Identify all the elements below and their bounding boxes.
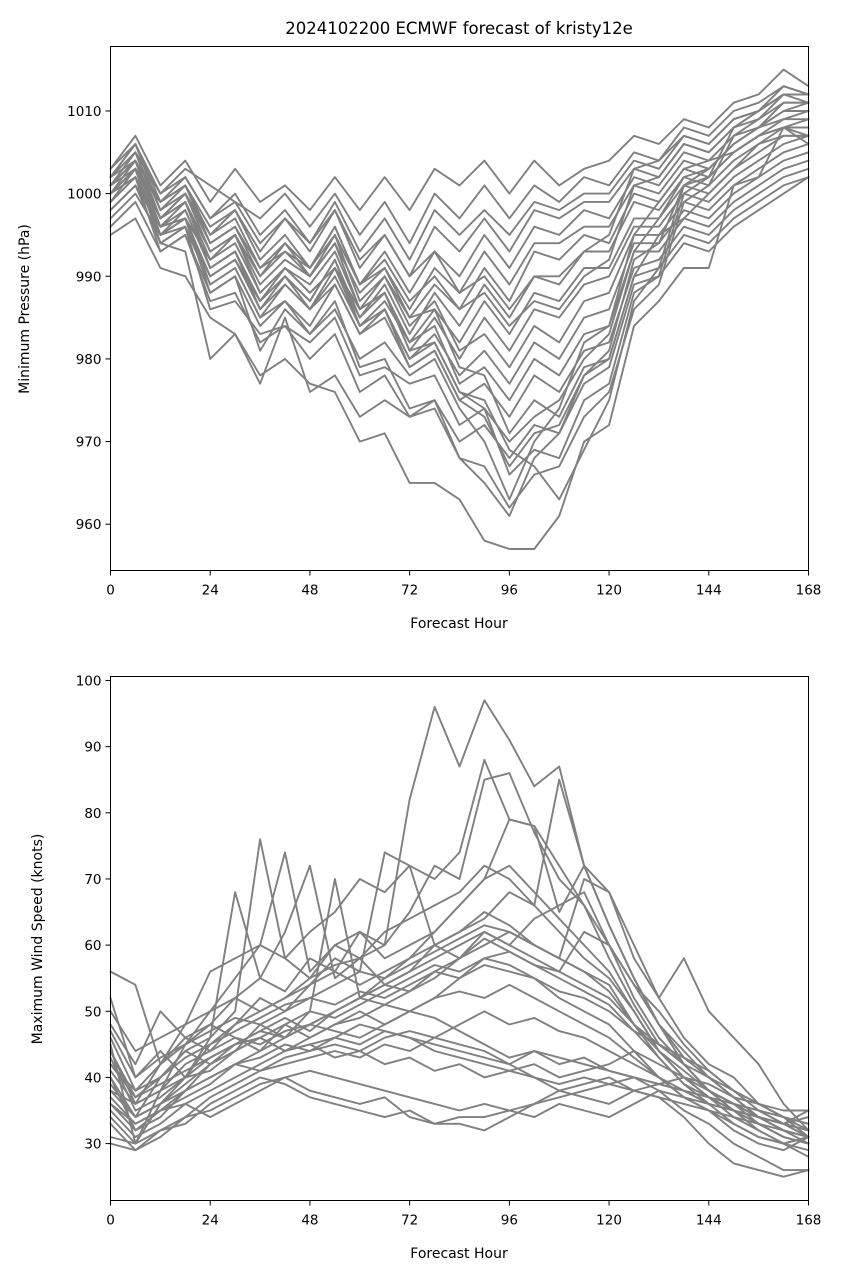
pressure-y-axis-label: Minimum Pressure (hPa)	[17, 224, 33, 394]
wind-y-tick-label: 30	[84, 1137, 101, 1153]
pressure-x-tick-label: 120	[596, 583, 622, 599]
pressure-x-tick-label: 48	[301, 583, 318, 599]
wind-y-axis-label: Maximum Wind Speed (knots)	[30, 834, 46, 1045]
wind-x-tick-label: 120	[596, 1213, 622, 1229]
pressure-x-tick-label: 72	[401, 583, 418, 599]
wind-y-axis-ticks: 30 40 50 60 70 80 90 100	[76, 673, 111, 1153]
pressure-series-line-2	[109, 85, 810, 245]
wind-x-tick-label: 0	[106, 1213, 115, 1229]
pressure-y-tick-label: 970	[76, 435, 102, 451]
wind-series-line-1	[109, 699, 810, 1132]
pressure-x-axis-label: Forecast Hour	[410, 616, 508, 632]
pressure-series-line-26	[109, 118, 810, 468]
pressure-y-tick-label: 980	[76, 352, 102, 368]
wind-series-line-18	[109, 1076, 810, 1172]
pressure-plot-frame	[110, 46, 809, 571]
pressure-chart: 2024102200 ECMWF forecast of kristy12e 0…	[17, 19, 821, 632]
wind-x-tick-label: 48	[301, 1213, 318, 1229]
wind-series-line-23	[109, 1010, 810, 1112]
pressure-y-tick-label: 990	[76, 269, 102, 285]
pressure-x-tick-label: 168	[796, 583, 822, 599]
wind-y-tick-label: 70	[84, 872, 101, 888]
wind-x-tick-label: 24	[202, 1213, 219, 1229]
pressure-series-line-19	[109, 126, 810, 550]
wind-series-line-3	[109, 772, 810, 1138]
wind-series-group	[109, 699, 810, 1178]
pressure-y-tick-label: 960	[76, 517, 102, 533]
pressure-series-line-23	[109, 93, 810, 311]
wind-series-line-17	[109, 1069, 810, 1152]
wind-y-tick-label: 40	[84, 1070, 101, 1086]
wind-series-line-21	[109, 937, 810, 1138]
wind-y-tick-label: 60	[84, 938, 101, 954]
wind-x-axis-ticks: 0 24 48 72 96 120 144 168	[106, 1200, 822, 1229]
wind-series-line-22	[109, 964, 810, 1125]
pressure-y-axis-ticks: 960 970 980 990 1000 1010	[67, 104, 111, 533]
wind-x-tick-label: 144	[696, 1213, 722, 1229]
wind-series-line-20	[109, 950, 810, 1132]
wind-series-line-24	[109, 1030, 810, 1132]
pressure-y-tick-label: 1000	[67, 187, 101, 203]
chart-title: 2024102200 ECMWF forecast of kristy12e	[285, 19, 632, 38]
wind-x-tick-label: 72	[401, 1213, 418, 1229]
pressure-series-line-16	[109, 167, 810, 460]
wind-y-tick-label: 90	[84, 740, 101, 756]
pressure-series-line-21	[109, 126, 810, 501]
wind-series-line-26	[109, 924, 810, 1138]
wind-series-line-10	[109, 864, 810, 1152]
wind-chart: 0 24 48 72 96 120 144 168 30 40 50 60 70 80 90 100 For…	[30, 673, 821, 1262]
pressure-x-tick-label: 0	[106, 583, 115, 599]
wind-x-tick-label: 96	[501, 1213, 518, 1229]
wind-series-line-15	[109, 1023, 810, 1138]
wind-y-tick-label: 50	[84, 1004, 101, 1020]
wind-x-axis-label: Forecast Hour	[410, 1246, 508, 1262]
pressure-series-line-1	[109, 68, 810, 212]
pressure-series-line-22	[109, 110, 810, 443]
wind-series-line-19	[109, 1076, 810, 1178]
wind-plot-frame	[110, 676, 809, 1201]
wind-series-line-2	[109, 758, 810, 1145]
pressure-series-line-20	[109, 134, 810, 517]
pressure-x-tick-label: 144	[696, 583, 722, 599]
pressure-x-tick-label: 96	[501, 583, 518, 599]
wind-series-line-13	[109, 983, 810, 1145]
pressure-series-line-15	[109, 143, 810, 435]
wind-y-tick-label: 100	[76, 673, 102, 689]
pressure-series-line-25	[109, 93, 810, 327]
pressure-series-group	[109, 68, 810, 550]
wind-series-line-25	[109, 1036, 810, 1145]
wind-y-tick-label: 80	[84, 806, 101, 822]
wind-x-tick-label: 168	[796, 1213, 822, 1229]
pressure-x-axis-ticks: 0 24 48 72 96 120 144 168	[106, 570, 822, 599]
pressure-series-line-24	[109, 101, 810, 501]
pressure-y-tick-label: 1010	[67, 104, 101, 120]
pressure-x-tick-label: 24	[202, 583, 219, 599]
